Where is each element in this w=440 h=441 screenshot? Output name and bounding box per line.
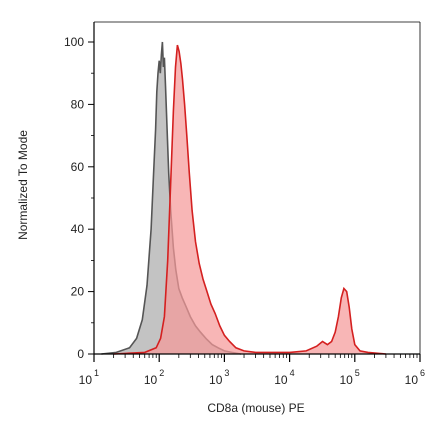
x-tick-exponent-1e5: 5 [355,368,360,378]
x-tick-label-1e3: 10 [209,373,223,387]
x-tick-label-1e4: 10 [274,373,288,387]
x-tick-label-1e6: 10 [405,373,419,387]
y-tick-label-100: 100 [64,35,84,49]
x-tick-label-1e1: 10 [79,373,93,387]
x-tick-exponent-1e6: 6 [420,368,425,378]
x-tick-label-1e5: 10 [339,373,353,387]
x-tick-exponent-1e2: 2 [159,368,164,378]
x-tick-exponent-1e1: 1 [94,368,99,378]
y-tick-label-20: 20 [71,285,85,299]
x-axis-title: CD8a (mouse) PE [207,401,304,415]
y-tick-label-0: 0 [77,347,84,361]
x-tick-exponent-1e3: 3 [224,368,229,378]
y-tick-label-40: 40 [71,222,85,236]
series-2-area [113,45,386,354]
x-tick-label-1e2: 10 [144,373,158,387]
x-tick-exponent-1e4: 4 [290,368,295,378]
y-tick-label-80: 80 [71,97,85,111]
y-tick-label-60: 60 [71,160,85,174]
series-2-line [113,44,386,355]
y-axis-title: Normalized To Mode [16,130,30,240]
series-layer [101,41,386,355]
